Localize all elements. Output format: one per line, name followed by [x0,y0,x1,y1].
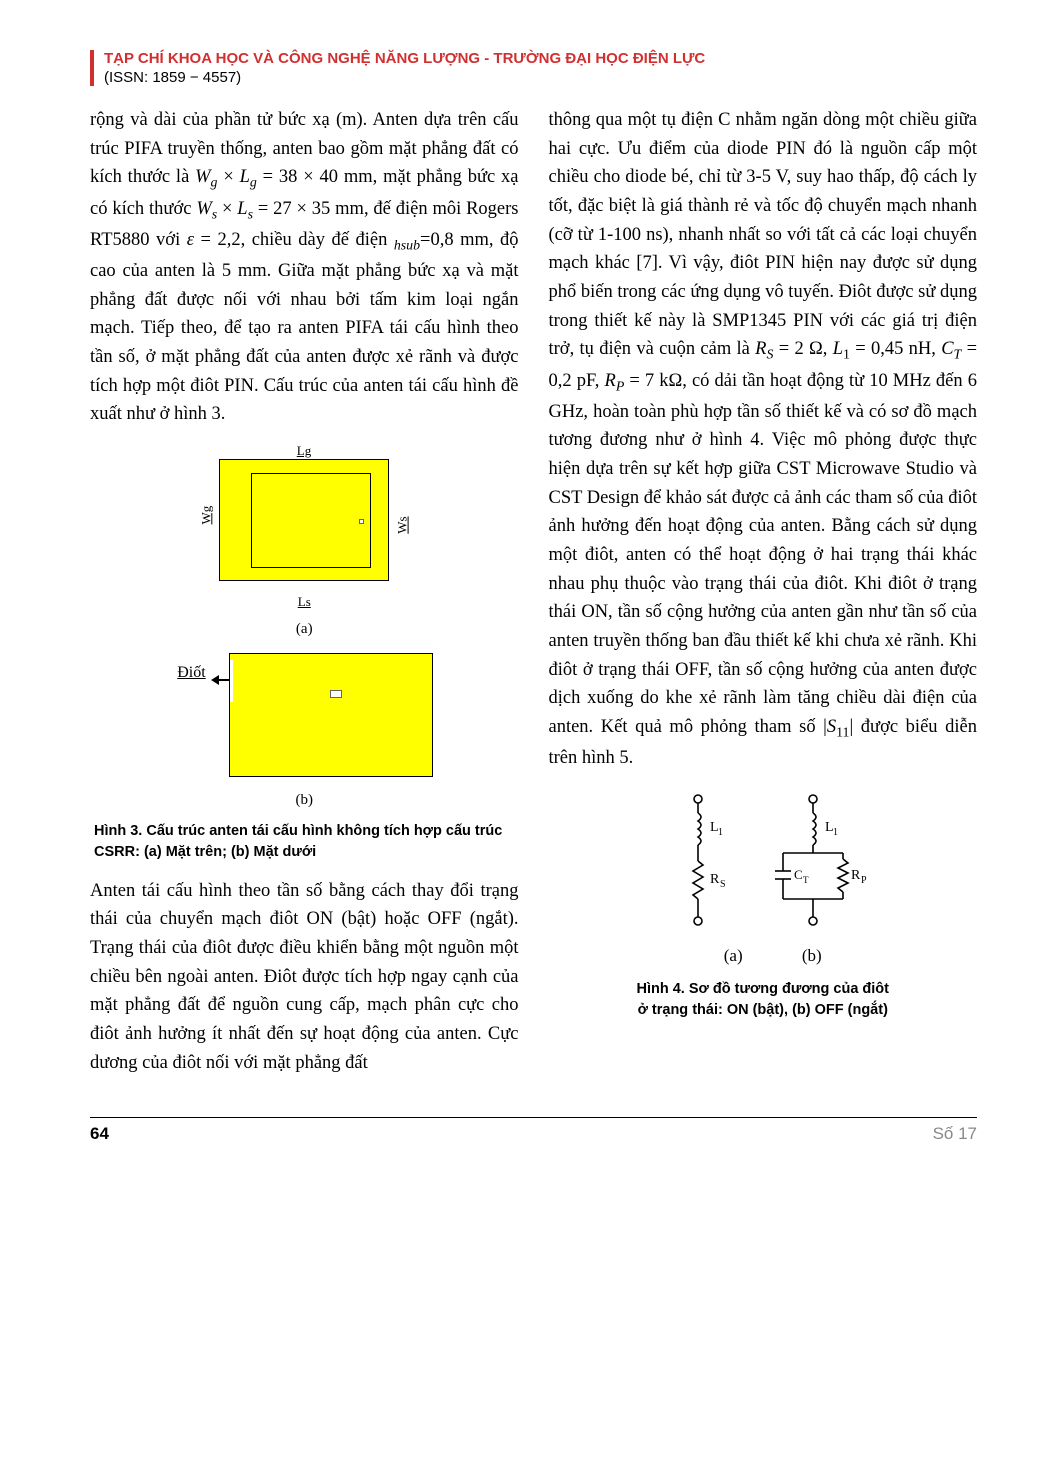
fig3b-slot [230,660,233,702]
page-footer: 64 Số 17 [90,1117,977,1144]
fig3b-ground-plane [229,653,433,777]
fig3a-feed-pin [359,519,364,524]
figure-4-caption: Hình 4. Sơ đồ tương đương của điôt ở trạ… [549,979,978,1021]
right-column: thông qua một tụ điện C nhằm ngăn dòng m… [549,106,978,1077]
fig3-sub-b: (b) [90,789,519,812]
figure-3-caption: Hình 3. Cấu trúc anten tái cấu hình khôn… [90,821,519,863]
page-number: 64 [90,1124,109,1144]
svg-text:P: P [861,875,867,886]
svg-text:R: R [710,872,720,887]
figure-3b-diagram: Điốt [175,653,433,781]
svg-text:C: C [794,867,803,882]
left-para-1: rộng và dài của phần tử bức xạ (m). Ante… [90,106,519,429]
figure-4: L1 RS [549,789,978,1021]
svg-text:1: 1 [718,827,723,838]
fig4-sublabels: (a) (b) [549,943,978,969]
wg-label: Wg [196,506,216,525]
journal-title: TẠP CHÍ KHOA HỌC VÀ CÔNG NGHỆ NĂNG LƯỢNG… [104,50,977,67]
fig3a-radiator [251,473,371,568]
page-header: TẠP CHÍ KHOA HỌC VÀ CÔNG NGHỆ NĂNG LƯỢNG… [90,50,977,86]
left-para-2: Anten tái cấu hình theo tần số bằng cách… [90,877,519,1078]
svg-text:R: R [851,868,861,883]
two-column-body: rộng và dài của phần tử bức xạ (m). Ante… [90,106,977,1077]
svg-text:1: 1 [833,827,838,838]
svg-text:T: T [803,875,809,885]
svg-text:S: S [720,879,726,890]
ws-label: Ws [393,516,413,533]
issue-number: Số 17 [933,1124,977,1144]
diode-label: Điốt [177,661,205,686]
ls-label: Ls [90,592,519,612]
figure-3a-diagram: Lg Wg Ws [207,443,402,588]
fig3b-feed-pin [330,690,342,698]
figure-4-circuit-diagram: L1 RS [648,789,878,939]
journal-issn: (ISSN: 1859 − 4557) [104,69,977,86]
right-para-1: thông qua một tụ điện C nhằm ngăn dòng m… [549,106,978,773]
left-column: rộng và dài của phần tử bức xạ (m). Ante… [90,106,519,1077]
figure-3: Lg Wg Ws Ls (a) Điốt (b) Hình 3. Cấu trú… [90,443,519,863]
fig3-sub-a: (a) [90,618,519,641]
